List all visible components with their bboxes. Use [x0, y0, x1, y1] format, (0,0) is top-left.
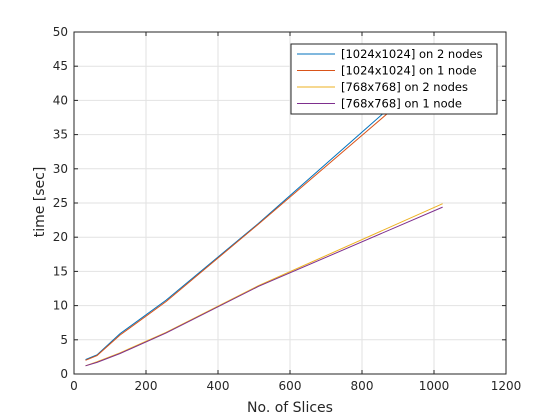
series-line-1: [85, 100, 399, 361]
y-tick-label: 10: [53, 299, 68, 313]
x-tick-label: 800: [351, 379, 374, 393]
series-line-3: [85, 203, 443, 367]
y-tick-label: 5: [60, 333, 68, 347]
y-tick-label: 30: [53, 162, 68, 176]
legend-entry-4: [768x768] on 1 node: [341, 97, 462, 111]
legend-entry-2: [1024x1024] on 1 node: [341, 64, 477, 78]
x-tick-label: 1200: [491, 379, 522, 393]
x-tick-label: 200: [135, 379, 158, 393]
x-tick-label: 400: [207, 379, 230, 393]
axes: [73, 31, 507, 375]
x-axis-label: No. of Slices: [247, 400, 333, 416]
y-tick-label: 25: [53, 196, 68, 210]
series-lines: [85, 100, 443, 367]
series-line-2: [85, 110, 392, 361]
y-tick-label: 35: [53, 128, 68, 142]
y-tick-label: 15: [53, 264, 68, 278]
legend: [1024x1024] on 2 nodes [1024x1024] on 1 n…: [290, 43, 498, 115]
y-tick-label: 45: [53, 59, 68, 73]
legend-entry-1: [1024x1024] on 2 nodes: [341, 47, 483, 61]
y-tick-label: 20: [53, 230, 68, 244]
y-tick-label: 40: [53, 93, 68, 107]
y-tick-label: 0: [60, 367, 68, 381]
y-axis-label: time [sec]: [32, 167, 48, 238]
y-tick-label: 50: [53, 25, 68, 39]
legend-box: [290, 43, 498, 115]
legend-entry-3: [768x768] on 2 nodes: [341, 80, 468, 94]
x-tick-label: 1000: [419, 379, 450, 393]
x-tick-label: 600: [279, 379, 302, 393]
tick-labels: 0 200 400 600 800 1000 1200 0 5 10 15 20 25 30 35 40 45 5…: [53, 25, 522, 393]
series-line-4: [85, 206, 443, 367]
x-tick-label: 0: [70, 379, 78, 393]
